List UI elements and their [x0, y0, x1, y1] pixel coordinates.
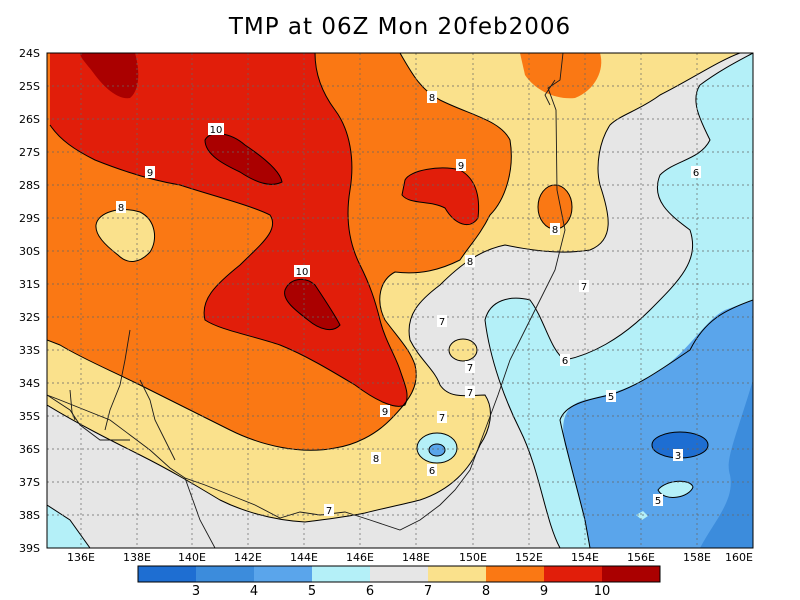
contour-label: 7: [439, 413, 445, 424]
fill-band-4-5-lake: [429, 444, 445, 456]
contour-fill-layer: [47, 53, 753, 548]
lat-tick-label: 32S: [19, 311, 40, 324]
fill-band-9-10-ne: [402, 168, 479, 225]
fill-band-5-6-west: [47, 505, 90, 548]
lon-tick-label: 150E: [459, 551, 487, 564]
lon-tick-label: 136E: [67, 551, 95, 564]
lat-tick-label: 31S: [19, 278, 40, 291]
lat-tick-label: 35S: [19, 410, 40, 423]
contour-label: 7: [326, 506, 332, 517]
map-title: TMP at 06Z Mon 20feb2006: [228, 14, 572, 40]
lon-tick-label: 142E: [234, 551, 262, 564]
lat-tick-label: 34S: [19, 377, 40, 390]
contour-label: 3: [675, 451, 681, 462]
contour-label: 8: [373, 454, 379, 465]
lon-tick-label: 146E: [346, 551, 374, 564]
lat-tick-label: 28S: [19, 179, 40, 192]
lon-tick-label: 148E: [402, 551, 430, 564]
lon-tick-label: 154E: [571, 551, 599, 564]
colorbar-swatch: [428, 566, 486, 582]
colorbar-label: 3: [192, 584, 200, 599]
lat-tick-label: 36S: [19, 443, 40, 456]
lat-tick-label: 30S: [19, 245, 40, 258]
colorbar-label: 10: [594, 584, 611, 599]
contour-label: 10: [210, 125, 223, 136]
contour-label: 6: [693, 168, 699, 179]
lon-tick-label: 158E: [683, 551, 711, 564]
lon-tick-label: 140E: [178, 551, 206, 564]
colorbar-label: 6: [366, 584, 374, 599]
lat-tick-label: 29S: [19, 212, 40, 225]
contour-label: 8: [118, 203, 124, 214]
coastline-borders: [47, 53, 566, 548]
contour-label: 5: [655, 496, 661, 507]
colorbar: 3 4 5 6 7 8 9 10: [137, 565, 661, 599]
fill-band-below-3: [652, 432, 708, 458]
colorbar-swatch: [544, 566, 602, 582]
colorbar-swatch: [602, 566, 660, 582]
lon-tick-label: 144E: [290, 551, 318, 564]
fill-band-5-6-pocket: [658, 481, 693, 498]
contour-label: 9: [147, 168, 153, 179]
contour-label: 7: [467, 388, 473, 399]
contour-label: 6: [429, 466, 435, 477]
lat-tick-label: 38S: [19, 509, 40, 522]
fill-band-above-10-c: [284, 279, 340, 330]
lat-tick-label: 25S: [19, 80, 40, 93]
map-frame: [46, 52, 754, 549]
latitude-axis: 24S 25S 26S 27S 28S 29S 30S 31S 32S 33S …: [19, 47, 40, 555]
fill-band-5-6-speck: [636, 511, 648, 520]
colorbar-swatch: [312, 566, 370, 582]
contour-lines: [47, 53, 753, 548]
lon-tick-label: 160E: [725, 551, 753, 564]
contour-label: 5: [608, 392, 614, 403]
lat-tick-label: 27S: [19, 146, 40, 159]
lat-tick-label: 24S: [19, 47, 40, 60]
colorbar-swatch: [254, 566, 312, 582]
lon-tick-label: 156E: [627, 551, 655, 564]
contour-label: 6: [562, 356, 568, 367]
longitude-axis: 136E 138E 140E 142E 144E 146E 148E 150E …: [67, 551, 753, 564]
contour-label: 8: [552, 225, 558, 236]
colorbar-label: 5: [308, 584, 316, 599]
colorbar-label: 8: [482, 584, 490, 599]
contour-label: 8: [467, 257, 473, 268]
lon-tick-label: 138E: [123, 551, 151, 564]
contour-label: 7: [467, 363, 473, 374]
contour-label: 9: [382, 407, 388, 418]
lat-tick-label: 33S: [19, 344, 40, 357]
colorbar-swatch: [196, 566, 254, 582]
colorbar-label: 4: [250, 584, 258, 599]
lon-tick-label: 152E: [515, 551, 543, 564]
fill-band-above-10-b: [205, 133, 282, 185]
fill-band-3-4: [700, 380, 753, 548]
fill-band-4-5: [563, 300, 753, 548]
lat-tick-label: 26S: [19, 113, 40, 126]
lat-tick-label: 39S: [19, 542, 40, 555]
contour-label: 7: [439, 317, 445, 328]
colorbar-swatch: [486, 566, 544, 582]
contour-label: 7: [581, 282, 587, 293]
colorbar-label: 7: [424, 584, 432, 599]
colorbar-swatch: [138, 566, 196, 582]
colorbar-label: 9: [540, 584, 548, 599]
colorbar-swatch: [370, 566, 428, 582]
fill-band-above-10-a: [80, 53, 139, 99]
contour-label: 9: [458, 161, 464, 172]
contour-label: 8: [429, 93, 435, 104]
lat-tick-label: 37S: [19, 476, 40, 489]
contour-label: 10: [296, 267, 309, 278]
contour-labels: 10 10 9 9 9 8 8 8 8 8 7 7 7 7 7 7 6 6 6 …: [116, 91, 701, 517]
